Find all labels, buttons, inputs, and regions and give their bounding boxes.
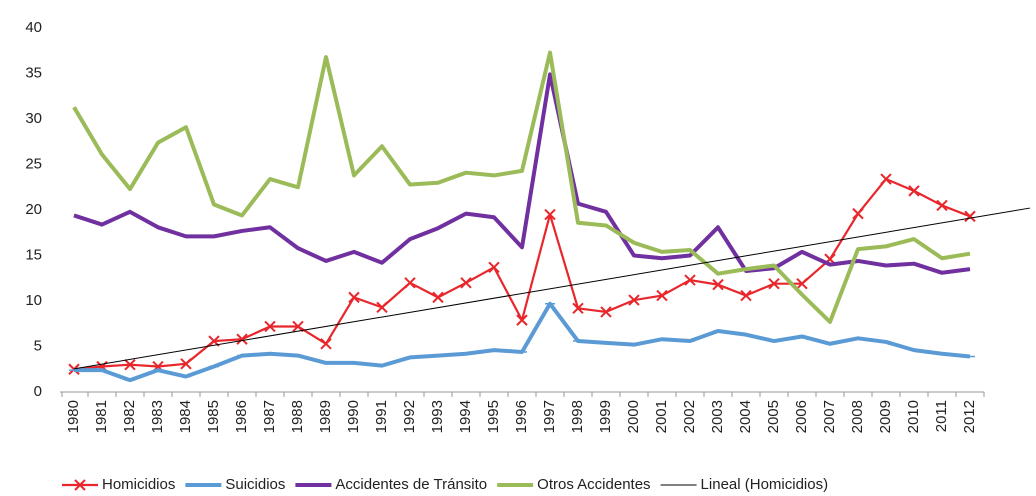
x-tick-label: 2006 [793,400,810,433]
point-marker [488,261,500,274]
x-tick-label: 1989 [317,400,334,433]
series-line [74,301,971,383]
point-marker [880,173,892,185]
x-tick-label: 1997 [541,400,558,433]
point-marker [544,208,556,221]
point-marker [712,278,724,291]
point-marker [796,278,808,290]
point-marker [572,302,584,314]
y-tick-label: 10 [25,292,42,309]
x-tick-label: 1990 [345,400,362,433]
x-tick-label: 1991 [373,400,390,433]
point-marker [936,199,948,212]
trend-line [73,207,1031,370]
x-tick-label: 2002 [681,400,698,433]
point-marker [348,291,360,304]
y-tick-label: 15 [25,246,42,263]
x-tick-label: 2011 [933,400,950,432]
point-marker [600,306,612,318]
x-tick-label: 1994 [457,400,474,433]
x-tick-label: 1983 [149,400,166,433]
x-tick-label: 2001 [653,400,670,433]
y-tick-label: 5 [34,337,42,354]
point-marker [460,277,472,289]
point-marker [908,185,920,197]
point-marker [964,210,976,223]
y-tick-label: 20 [25,201,42,218]
y-tick-label: 30 [25,110,42,127]
point-marker [236,333,248,345]
x-tick-label: 1986 [233,400,250,433]
point-marker [376,301,388,314]
x-tick-label: 2005 [765,400,782,433]
point-marker [656,289,668,302]
legend-label: Accidentes de Tránsito [335,476,487,493]
legend-label: Lineal (Homicidios) [701,476,829,493]
x-tick-label: 2012 [961,400,978,433]
x-tick-label: 1981 [93,400,110,433]
y-tick-label: 0 [34,383,42,400]
point-marker [516,314,528,326]
point-marker [292,320,304,333]
point-marker [684,274,696,286]
x-tick-label: 1993 [429,400,446,433]
point-marker [740,289,752,302]
x-tick-label: 2008 [849,400,866,433]
x-tick-label: 1998 [569,400,586,433]
x-tick-label: 1992 [401,400,418,433]
x-tick-label: 1980 [65,400,82,433]
legend-label: Suicidios [225,476,285,493]
point-marker [264,320,276,333]
x-tick-label: 1999 [597,400,614,433]
x-tick-label: 1996 [513,400,530,433]
x-tick-label: 1982 [121,400,138,433]
x-tick-label: 2009 [877,400,894,433]
legend-marker [74,479,86,491]
point-marker [852,207,864,220]
x-tick-label: 2003 [709,400,726,433]
x-tick-label: 1995 [485,400,502,433]
y-tick-label: 25 [25,155,42,172]
x-tick-label: 1988 [289,400,306,433]
point-marker [320,338,332,350]
point-marker [768,278,780,290]
point-marker [124,358,136,371]
x-tick-label: 1985 [205,400,222,433]
point-marker [628,294,640,306]
legend-label: Homicidios [102,476,175,493]
legend-label: Otros Accidentes [537,476,650,493]
point-marker [180,358,192,370]
point-marker [404,277,416,289]
x-tick-label: 2007 [821,400,838,433]
x-tick-label: 2004 [737,400,754,433]
x-tick-label: 1984 [177,400,194,433]
x-tick-label: 2000 [625,400,642,433]
y-tick-label: 35 [25,64,42,81]
x-tick-label: 2010 [905,400,922,433]
series-line [72,50,971,324]
x-tick-label: 1987 [261,400,278,433]
y-tick-label: 40 [25,19,42,36]
series-line [73,72,971,275]
point-marker [432,291,444,304]
